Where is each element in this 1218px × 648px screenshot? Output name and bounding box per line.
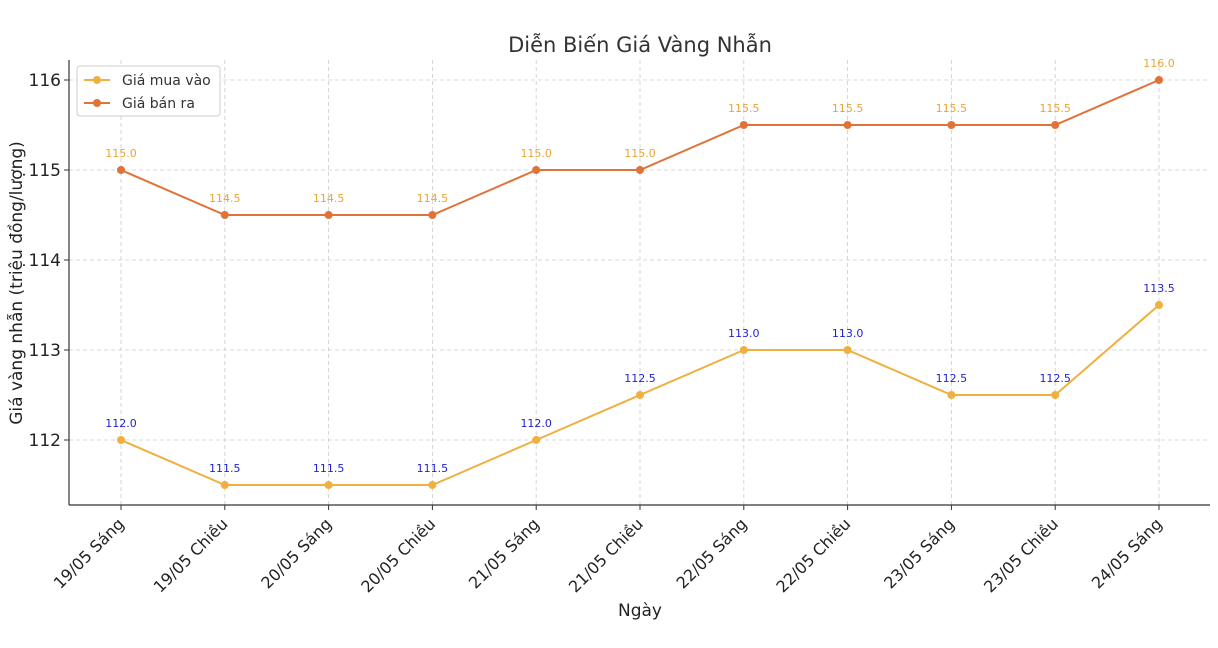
data-label: 115.5 <box>832 102 864 115</box>
data-point <box>739 346 748 354</box>
data-point <box>947 391 956 399</box>
data-label: 115.5 <box>936 102 968 115</box>
data-point <box>428 211 437 219</box>
data-label: 112.0 <box>105 417 137 430</box>
y-tick-label: 114 <box>29 251 61 271</box>
x-tick-label: 22/05 Chiều <box>772 514 854 596</box>
grid-lines <box>69 60 1210 505</box>
data-point <box>1155 301 1163 309</box>
x-axis-label: Ngày <box>618 601 662 621</box>
y-tick-label: 112 <box>29 431 61 451</box>
x-tick-label: 23/05 Chiều <box>980 514 1062 596</box>
data-label: 114.5 <box>313 192 345 205</box>
data-label: 112.5 <box>624 372 656 385</box>
x-tick-label: 20/05 Sáng <box>257 514 335 592</box>
data-label: 116.0 <box>1143 57 1175 70</box>
legend-marker-buy <box>93 76 101 84</box>
x-tick-label: 21/05 Chiều <box>565 514 647 596</box>
y-tick-label: 116 <box>29 71 61 91</box>
legend: Giá mua vào Giá bán ra <box>76 65 221 117</box>
data-labels: 112.0 111.5 111.5 111.5 112.0 112.5 113.0 113.0… <box>105 57 1175 475</box>
data-point <box>1155 76 1163 84</box>
series-layer <box>117 76 1163 489</box>
data-label: 115.0 <box>105 147 137 160</box>
data-point <box>324 211 333 219</box>
legend-marker-sell <box>93 99 101 107</box>
x-tick-label: 24/05 Sáng <box>1088 514 1166 592</box>
data-point <box>117 436 125 444</box>
data-label: 111.5 <box>313 462 345 475</box>
x-axis-ticks: 19/05 Sáng 19/05 Chiều 20/05 Sáng 20/05 Chi… <box>50 505 1166 596</box>
data-point <box>636 166 644 174</box>
x-tick-label: 21/05 Sáng <box>465 514 543 592</box>
data-point <box>843 121 852 129</box>
chart-title: Diễn Biến Giá Vàng Nhẫn <box>508 32 772 57</box>
x-tick-label: 19/05 Chiều <box>150 514 232 596</box>
data-label: 111.5 <box>209 462 241 475</box>
data-label: 112.5 <box>1039 372 1071 385</box>
data-point <box>947 121 956 129</box>
legend-label-sell: Giá bán ra <box>122 96 195 112</box>
y-tick-label: 115 <box>29 161 61 181</box>
legend-box <box>76 65 221 117</box>
data-point <box>1051 391 1060 399</box>
data-label: 112.0 <box>520 417 552 430</box>
data-label: 113.5 <box>1143 282 1175 295</box>
data-point <box>739 121 748 129</box>
data-label: 115.0 <box>520 147 552 160</box>
data-label: 111.5 <box>417 462 449 475</box>
x-tick-label: 19/05 Sáng <box>50 514 128 592</box>
x-tick-label: 23/05 Sáng <box>880 514 958 592</box>
y-tick-label: 113 <box>29 341 61 361</box>
y-axis-ticks: 112 113 114 115 116 <box>29 71 69 451</box>
x-tick-label: 22/05 Sáng <box>673 514 751 592</box>
data-point <box>843 346 852 354</box>
data-label: 115.5 <box>1039 102 1071 115</box>
data-label: 113.0 <box>728 327 760 340</box>
data-point <box>532 166 541 174</box>
data-point <box>636 391 644 399</box>
data-point <box>324 481 333 489</box>
data-point <box>117 166 125 174</box>
data-point <box>220 481 229 489</box>
data-label: 114.5 <box>417 192 449 205</box>
data-label: 112.5 <box>936 372 968 385</box>
data-point <box>220 211 229 219</box>
data-point <box>1051 121 1060 129</box>
data-label: 115.0 <box>624 147 656 160</box>
data-label: 115.5 <box>728 102 760 115</box>
x-tick-label: 20/05 Chiều <box>357 514 439 596</box>
data-point <box>532 436 541 444</box>
data-label: 113.0 <box>832 327 864 340</box>
legend-label-buy: Giá mua vào <box>122 73 211 89</box>
data-label: 114.5 <box>209 192 241 205</box>
data-point <box>428 481 437 489</box>
y-axis-label: Giá vàng nhẫn (triệu đồng/lượng) <box>6 141 27 425</box>
